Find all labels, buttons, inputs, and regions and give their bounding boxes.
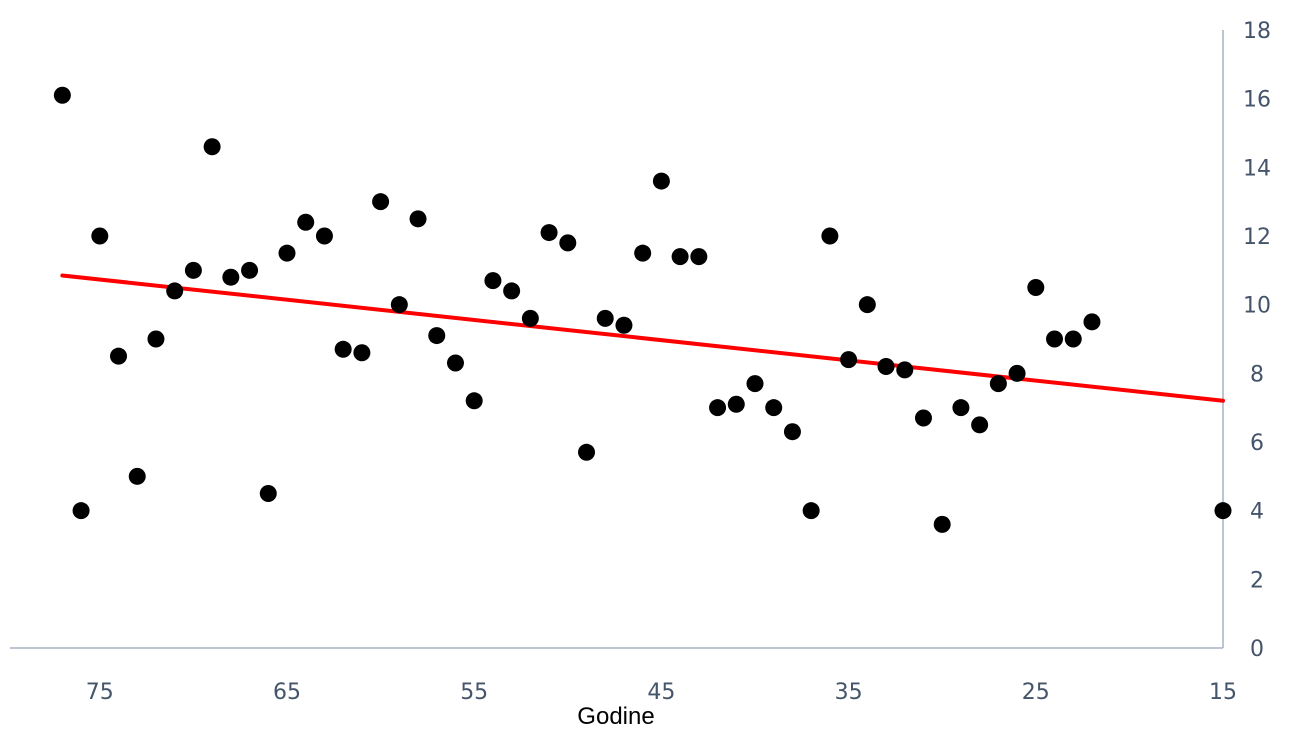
data-point xyxy=(690,248,708,266)
data-point xyxy=(914,409,932,427)
y-tick-label: 2 xyxy=(1250,568,1264,593)
data-point xyxy=(428,327,446,345)
data-point xyxy=(372,193,390,211)
data-point xyxy=(446,354,464,372)
data-point xyxy=(821,227,839,245)
data-point xyxy=(1008,364,1026,382)
data-point xyxy=(933,515,951,533)
data-point xyxy=(222,268,240,286)
x-tick-label: 25 xyxy=(1022,680,1050,705)
data-point xyxy=(540,224,558,242)
data-point xyxy=(503,282,521,300)
data-point xyxy=(746,375,764,393)
data-point xyxy=(596,309,614,327)
data-point xyxy=(896,361,914,379)
data-point xyxy=(578,443,596,461)
data-point xyxy=(91,227,109,245)
data-point xyxy=(671,248,689,266)
data-point xyxy=(802,502,820,520)
x-tick-label: 15 xyxy=(1209,680,1237,705)
data-point xyxy=(484,272,502,290)
data-points xyxy=(53,86,1232,533)
data-point xyxy=(147,330,165,348)
data-point xyxy=(559,234,577,252)
data-point xyxy=(634,244,652,262)
data-point xyxy=(989,375,1007,393)
data-point xyxy=(1064,330,1082,348)
data-point xyxy=(53,86,71,104)
y-tick-label: 18 xyxy=(1243,19,1271,44)
data-point xyxy=(1214,502,1232,520)
data-point xyxy=(297,213,315,231)
axes xyxy=(10,30,1224,649)
trendline xyxy=(60,273,1225,403)
y-tick-label: 8 xyxy=(1250,362,1264,387)
y-tick-label: 6 xyxy=(1250,431,1264,456)
data-point xyxy=(858,296,876,314)
data-point xyxy=(783,423,801,441)
trendline-group xyxy=(60,273,1225,403)
x-axis-title: Godine xyxy=(577,703,654,729)
data-point xyxy=(615,316,633,334)
x-tick-label: 75 xyxy=(86,680,114,705)
data-point xyxy=(1046,330,1064,348)
x-tick-label: 55 xyxy=(460,680,488,705)
data-point xyxy=(203,138,221,156)
data-point xyxy=(128,467,146,485)
data-point xyxy=(166,282,184,300)
data-point xyxy=(409,210,427,228)
data-point xyxy=(709,399,727,417)
data-point xyxy=(521,309,539,327)
data-point xyxy=(465,392,483,410)
data-point xyxy=(390,296,408,314)
data-point xyxy=(353,344,371,362)
data-point xyxy=(1027,279,1045,296)
y-tick-label: 0 xyxy=(1250,637,1264,662)
data-point xyxy=(840,351,858,369)
data-point xyxy=(652,172,670,190)
data-point xyxy=(727,395,745,413)
y-tick-label: 16 xyxy=(1243,88,1271,113)
y-tick-label: 4 xyxy=(1250,500,1264,525)
x-tick-label: 45 xyxy=(647,680,675,705)
data-point xyxy=(334,340,352,358)
data-point xyxy=(110,347,128,365)
data-point xyxy=(1083,313,1101,331)
y-tick-labels: 0 2 4 6 8 10 12 14 16 18 xyxy=(1243,19,1271,662)
data-point xyxy=(278,244,296,262)
y-tick-label: 10 xyxy=(1243,294,1271,319)
data-point xyxy=(877,357,895,375)
x-tick-label: 35 xyxy=(835,680,863,705)
data-point xyxy=(72,502,90,520)
x-tick-labels: 75 65 55 45 35 25 15 xyxy=(86,680,1237,705)
data-point xyxy=(184,261,202,279)
data-point xyxy=(241,261,259,279)
data-point xyxy=(952,399,970,417)
y-tick-label: 14 xyxy=(1243,156,1271,181)
x-tick-label: 65 xyxy=(273,680,301,705)
data-point xyxy=(765,399,783,417)
data-point xyxy=(259,485,277,502)
data-point xyxy=(315,227,333,245)
data-point xyxy=(971,416,989,434)
y-tick-label: 12 xyxy=(1243,225,1271,250)
